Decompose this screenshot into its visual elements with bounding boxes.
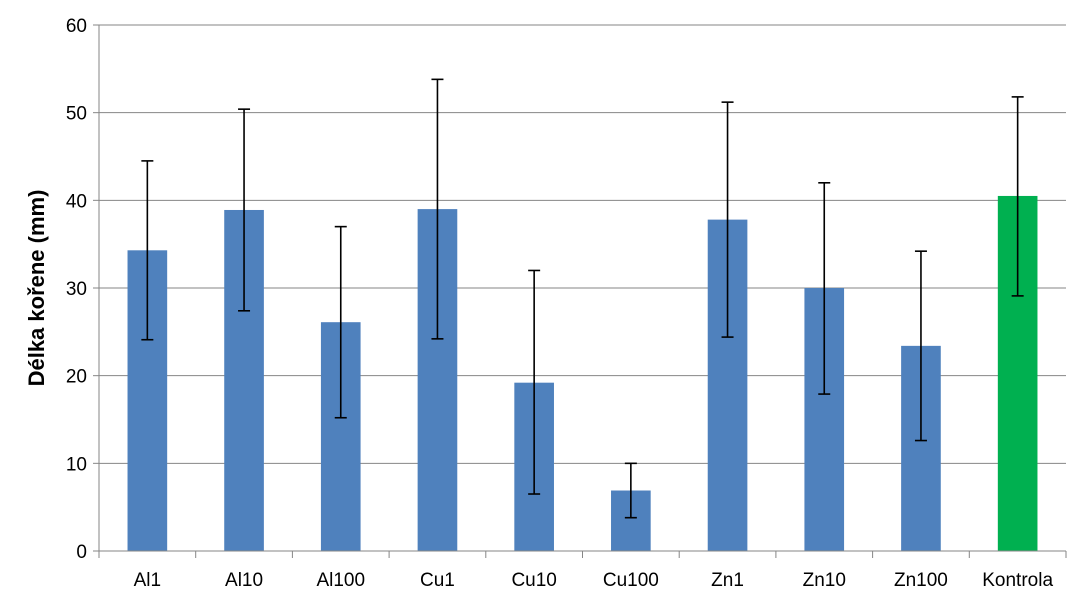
x-tick-labels: Al1 Al10 Al100 Cu1 Cu10 Cu100 Zn1 Zn10 Zn100 Kont… <box>134 570 1054 591</box>
x-tick-label: Zn10 <box>803 570 846 591</box>
y-axis-title: Délka kořene (mm) <box>24 190 49 387</box>
y-tick-label: 40 <box>66 191 87 212</box>
axes <box>93 24 1067 558</box>
y-tick-label: 20 <box>66 367 87 388</box>
x-tick-label: Zn1 <box>711 570 744 591</box>
y-tick-label: 30 <box>66 279 87 300</box>
x-tick-label: Cu10 <box>511 570 556 591</box>
x-tick-label: Cu100 <box>603 570 659 591</box>
y-tick-label: 10 <box>66 454 87 475</box>
y-tick-label: 0 <box>76 542 87 563</box>
y-tick-label: 60 <box>66 16 87 37</box>
error-bars <box>141 78 1024 519</box>
x-tick-label: Cu1 <box>420 570 455 591</box>
x-tick-label: Al100 <box>316 570 365 591</box>
x-tick-label: Al10 <box>225 570 263 591</box>
bars <box>127 195 1038 551</box>
x-tick-label: Kontrola <box>982 570 1053 591</box>
y-tick-labels: 0 10 20 30 40 50 60 <box>66 16 87 563</box>
y-tick-label: 50 <box>66 104 87 125</box>
x-tick-label: Al1 <box>134 570 161 591</box>
x-tick-label: Zn100 <box>894 570 948 591</box>
